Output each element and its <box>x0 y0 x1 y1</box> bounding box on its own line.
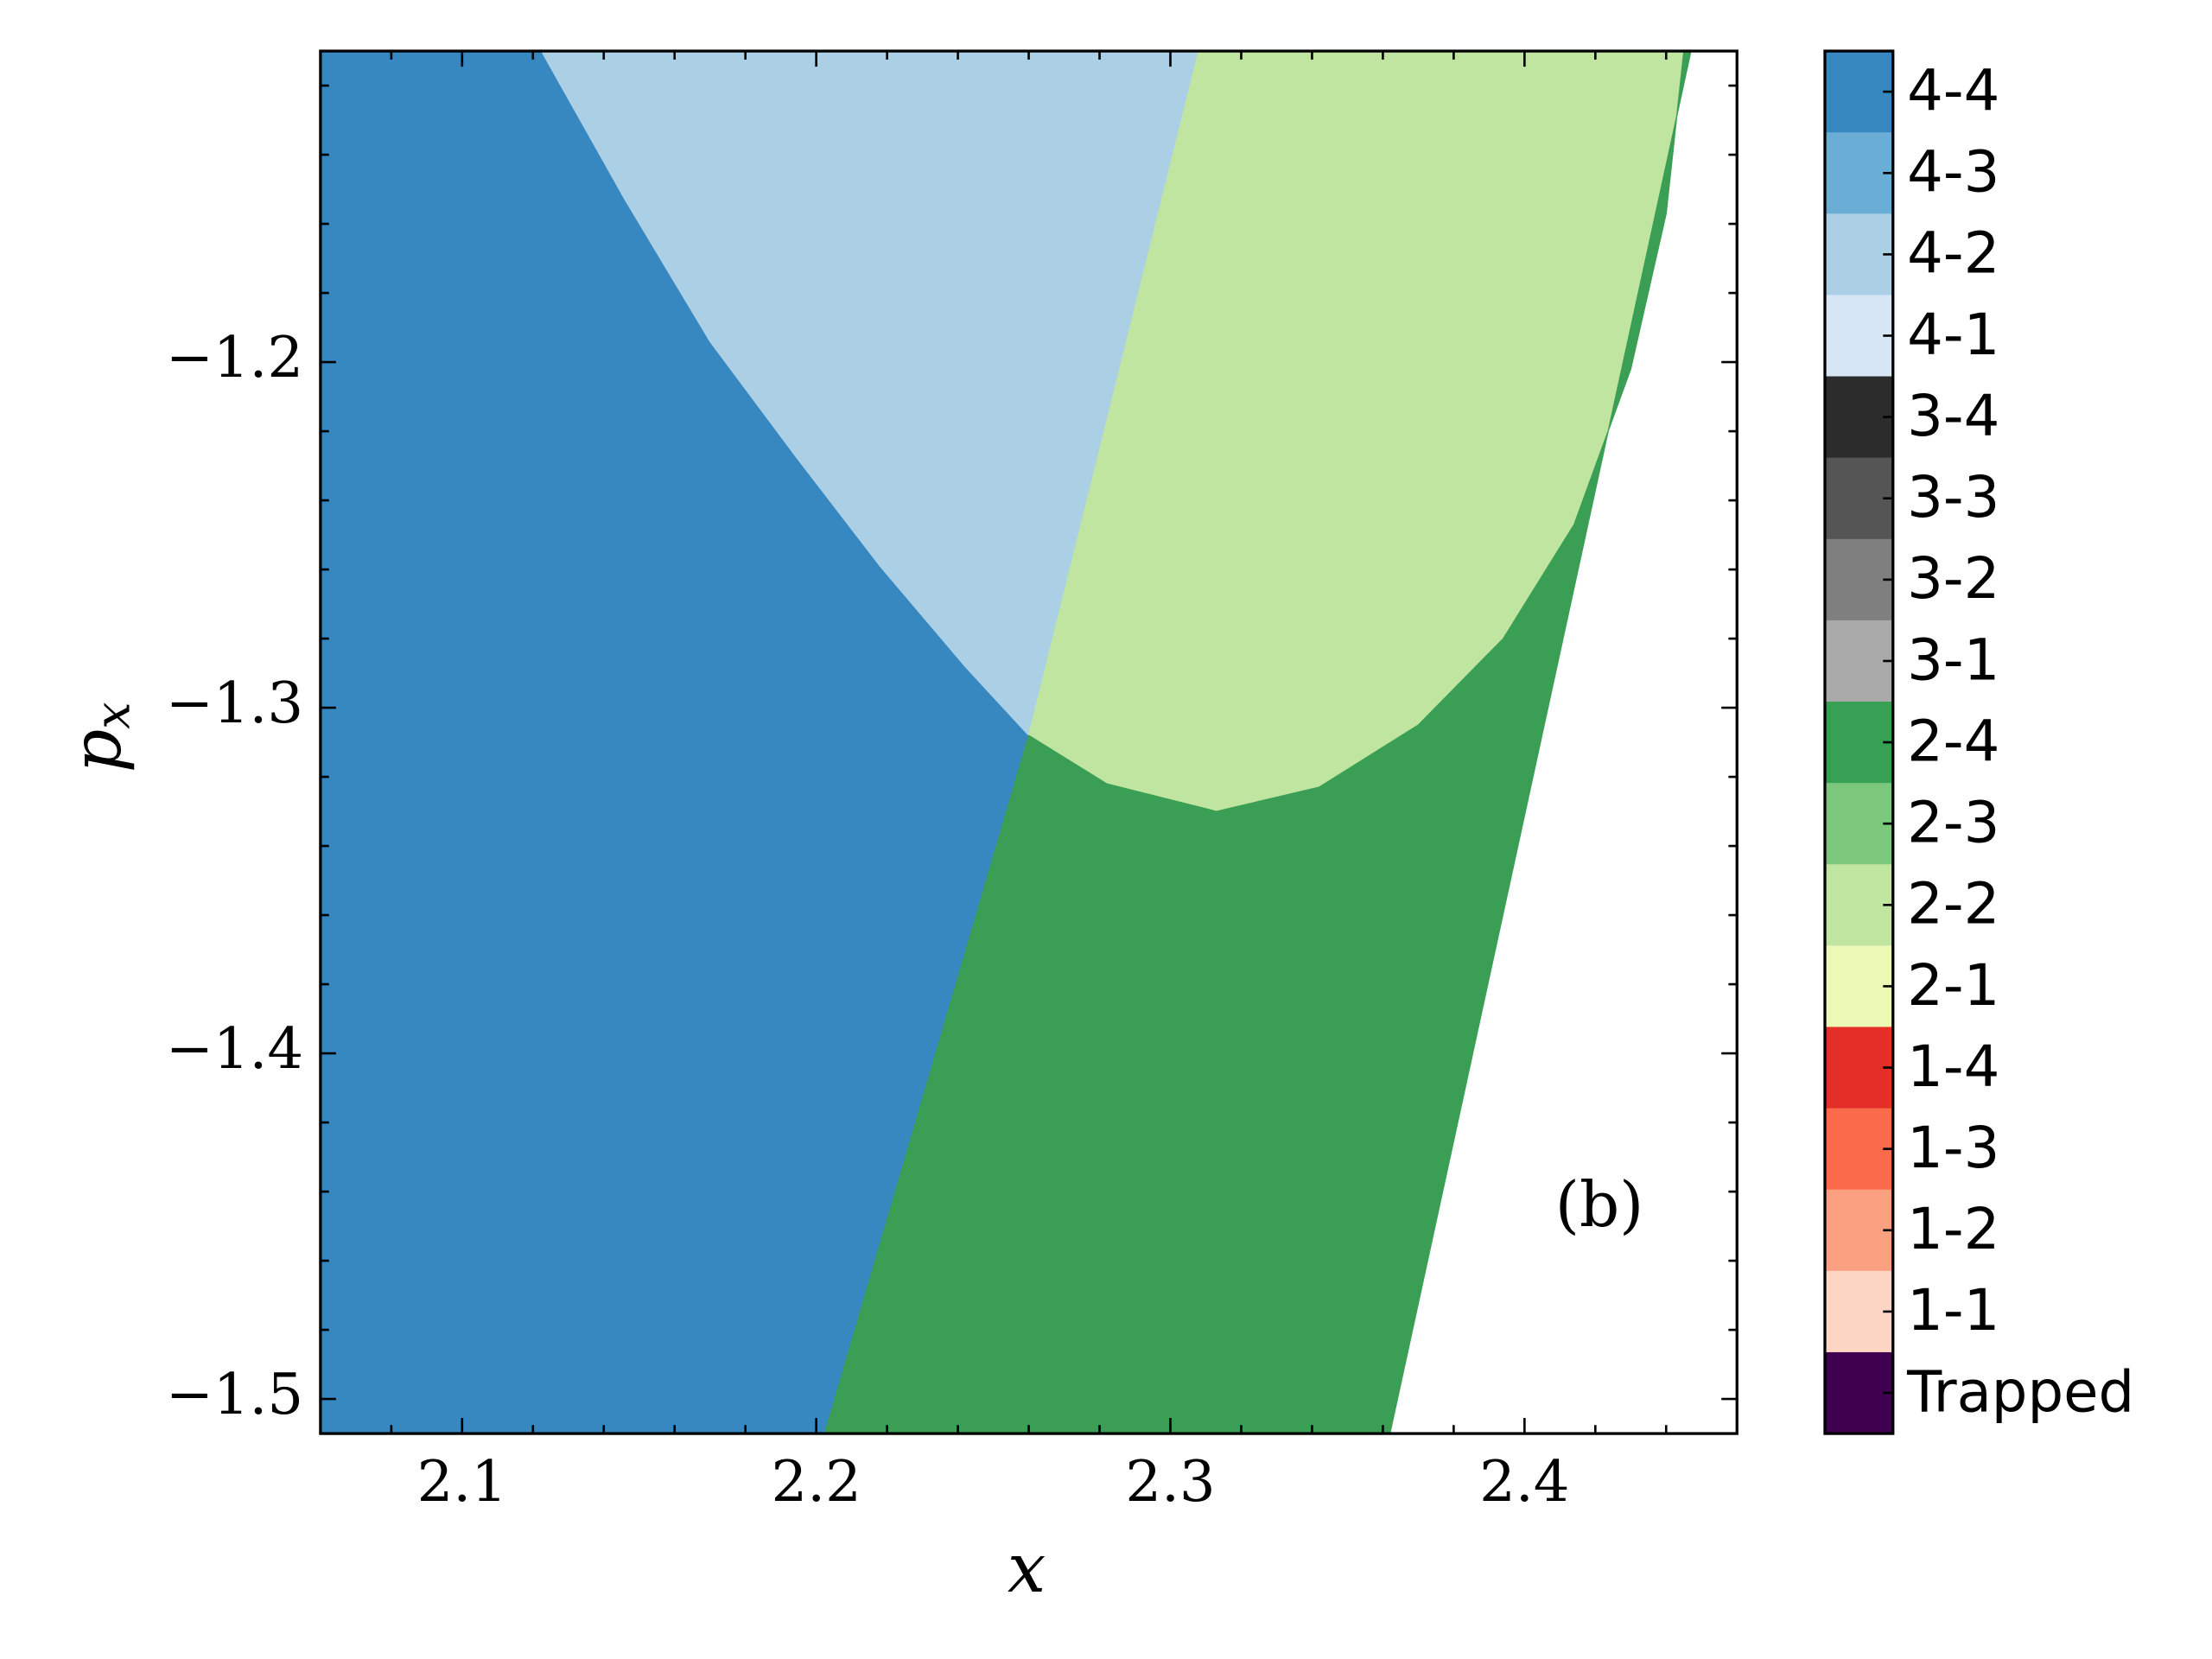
colorbar-segment <box>1825 620 1893 702</box>
colorbar-label: 1-3 <box>1907 1116 1999 1181</box>
colorbar-segment <box>1825 783 1893 866</box>
colorbar-label: 4-3 <box>1907 140 1999 206</box>
colorbar-segment <box>1825 457 1893 540</box>
colorbar-label: 3-3 <box>1907 465 1999 531</box>
x-tick-label: 2.4 <box>1479 1449 1569 1515</box>
x-axis-label: x <box>1007 1529 1046 1608</box>
colorbar-segment <box>1825 1027 1893 1109</box>
colorbar-segment <box>1825 1351 1893 1434</box>
x-tick-label: 2.3 <box>1125 1449 1215 1515</box>
colorbar-label: 2-4 <box>1907 709 1999 774</box>
colorbar-segment <box>1825 132 1893 215</box>
y-tick-label: −1.5 <box>166 1362 303 1427</box>
colorbar-label: 1-1 <box>1907 1278 1999 1344</box>
colorbar-label: 3-2 <box>1907 546 1999 612</box>
colorbar-segment <box>1825 295 1893 378</box>
colorbar-label: 3-4 <box>1907 384 1999 449</box>
colorbar-label: 4-2 <box>1907 221 1999 287</box>
colorbar-segment <box>1825 945 1893 1028</box>
y-axis-label: px <box>57 702 141 772</box>
colorbar-segment <box>1825 864 1893 947</box>
colorbar-label: 3-1 <box>1907 627 1999 693</box>
colorbar-label: 2-2 <box>1907 872 1999 938</box>
colorbar-frame <box>1823 49 1895 1435</box>
colorbar-label: 1-4 <box>1907 1034 1999 1100</box>
colorbar-segment <box>1825 1108 1893 1191</box>
colorbar-label: Trapped <box>1906 1359 2134 1425</box>
region <box>823 51 1692 1434</box>
colorbar-segment <box>1825 702 1893 784</box>
colorbar-segment <box>1825 538 1893 621</box>
annotation: (b) <box>1555 1169 1644 1242</box>
y-axis-label-base: p <box>57 729 137 772</box>
colorbar-segment <box>1825 1189 1893 1272</box>
colorbar-segment <box>1825 51 1893 134</box>
colorbar-label: 2-1 <box>1907 953 1999 1019</box>
colorbar-label: 1-2 <box>1907 1197 1999 1262</box>
colorbar-label: 2-3 <box>1907 791 1999 856</box>
colorbar-segment <box>1825 213 1893 296</box>
colorbar-label: 4-4 <box>1907 58 1999 124</box>
colorbar-segment <box>1825 376 1893 459</box>
colorbar-segment <box>1825 1270 1893 1353</box>
plot-area <box>320 51 1692 1434</box>
y-tick-label: −1.3 <box>166 671 303 736</box>
x-tick-label: 2.2 <box>771 1449 861 1515</box>
y-tick-label: −1.4 <box>166 1016 303 1082</box>
y-axis-label-subscript: x <box>85 702 141 728</box>
y-tick-label: −1.2 <box>166 325 303 391</box>
colorbar-label: 4-1 <box>1907 302 1999 368</box>
x-tick-label: 2.1 <box>417 1449 507 1515</box>
